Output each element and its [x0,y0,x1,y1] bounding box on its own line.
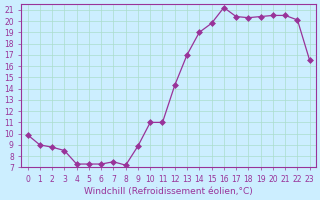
X-axis label: Windchill (Refroidissement éolien,°C): Windchill (Refroidissement éolien,°C) [84,187,253,196]
